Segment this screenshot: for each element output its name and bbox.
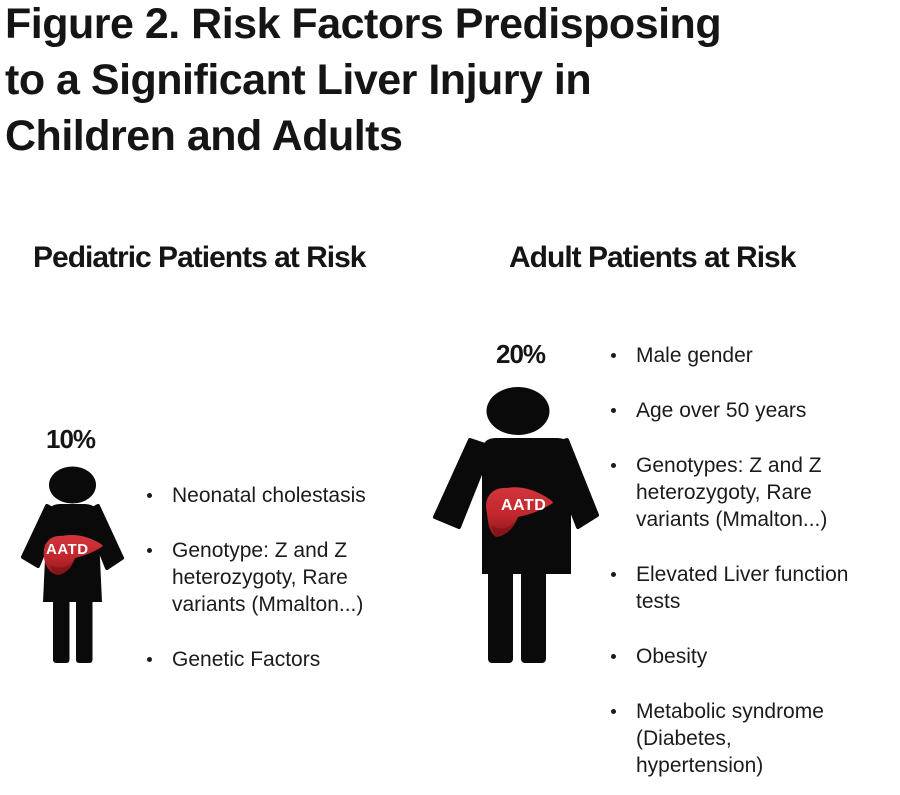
bullet-icon <box>611 654 616 659</box>
adult-liver-label: AATD <box>501 497 546 514</box>
list-item-text: Male gender <box>636 344 753 367</box>
list-item-text: Genotype: Z and Z heterozygoty, Rare var… <box>172 539 364 616</box>
list-item: Genotype: Z and Z heterozygoty, Rare var… <box>144 537 386 618</box>
list-item-text: Genotypes: Z and Z heterozygoty, Rare va… <box>636 454 828 531</box>
list-item-text: Obesity <box>636 645 708 668</box>
child-head <box>49 466 96 504</box>
figure-title-line-1: Figure 2. Risk Factors Predisposing <box>5 0 722 48</box>
bullet-icon <box>611 463 616 468</box>
bullet-icon <box>611 353 616 358</box>
list-item-text: Elevated Liver function tests <box>636 563 849 613</box>
figure-title: Figure 2. Risk Factors Predisposing to a… <box>5 0 897 164</box>
adult-head <box>486 387 550 435</box>
child-left-leg <box>53 596 70 663</box>
list-item: Genetic Factors <box>144 646 386 673</box>
list-item: Age over 50 years <box>608 397 860 424</box>
adult-liver-shadow <box>492 517 518 537</box>
adult-section-heading: Adult Patients at Risk <box>509 241 796 274</box>
bullet-icon <box>147 493 152 498</box>
pediatric-section-heading: Pediatric Patients at Risk <box>33 241 366 274</box>
pediatric-percent-label: 10% <box>46 424 96 454</box>
figure-title-line-3: Children and Adults <box>5 112 403 160</box>
list-item-text: Genetic Factors <box>172 648 321 671</box>
bullet-icon <box>611 408 616 413</box>
adult-right-leg <box>521 570 546 663</box>
child-liver-label: AATD <box>46 541 89 558</box>
child-silhouette-icon: AATD <box>21 466 124 663</box>
adult-left-leg <box>488 570 513 663</box>
adult-percent-label: 20% <box>496 339 546 369</box>
list-item-text: Age over 50 years <box>636 399 807 422</box>
list-item: Neonatal cholestasis <box>144 482 386 509</box>
bullet-icon <box>611 572 616 577</box>
bullet-icon <box>611 709 616 714</box>
child-right-leg <box>76 596 93 663</box>
list-item: Metabolic syndrome (Diabetes, hypertensi… <box>608 698 860 779</box>
list-item: Elevated Liver function tests <box>608 561 860 615</box>
list-item-text: Metabolic syndrome (Diabetes, hypertensi… <box>636 700 824 777</box>
list-item: Genotypes: Z and Z heterozygoty, Rare va… <box>608 452 860 533</box>
adult-liver-shape <box>486 487 553 537</box>
list-item: Male gender <box>608 342 860 369</box>
bullet-icon <box>147 657 152 662</box>
child-liver-shape <box>43 534 103 575</box>
pediatric-risk-list: Neonatal cholestasis Genotype: Z and Z h… <box>144 482 386 701</box>
child-liver-shadow <box>50 558 75 575</box>
adult-risk-list: Male gender Age over 50 years Genotypes:… <box>608 342 860 795</box>
list-item-text: Neonatal cholestasis <box>172 484 366 507</box>
adult-silhouette-icon: AATD <box>433 387 599 663</box>
figure-title-line-2: to a Significant Liver Injury in <box>5 56 592 104</box>
list-item: Obesity <box>608 643 860 670</box>
bullet-icon <box>147 548 152 553</box>
